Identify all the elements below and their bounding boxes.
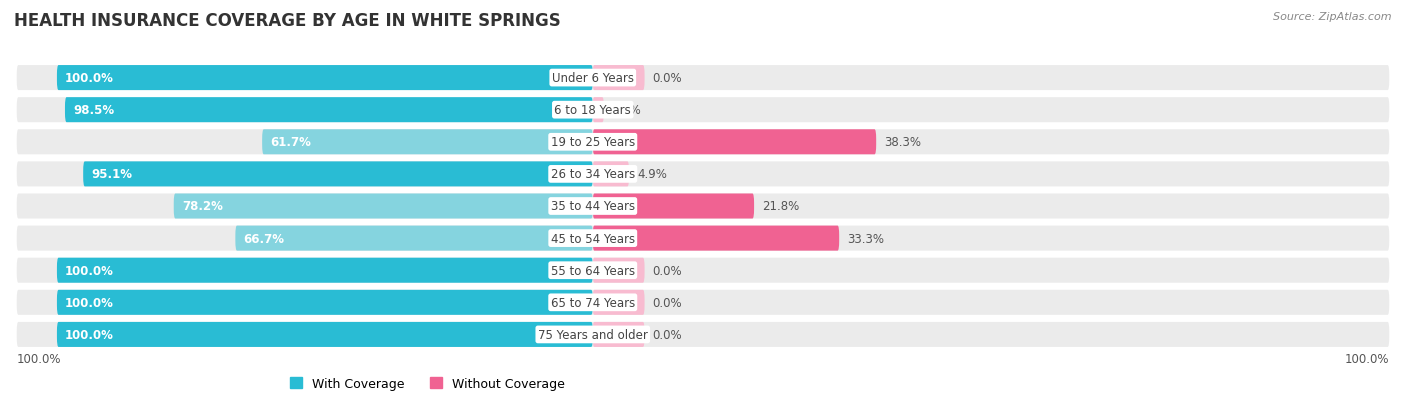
Text: 33.3%: 33.3%: [848, 232, 884, 245]
FancyBboxPatch shape: [17, 130, 1389, 155]
Text: 95.1%: 95.1%: [91, 168, 132, 181]
FancyBboxPatch shape: [593, 194, 754, 219]
FancyBboxPatch shape: [593, 258, 644, 283]
FancyBboxPatch shape: [83, 162, 593, 187]
Text: 61.7%: 61.7%: [270, 136, 311, 149]
FancyBboxPatch shape: [17, 290, 1389, 315]
FancyBboxPatch shape: [56, 258, 593, 283]
Text: 55 to 64 Years: 55 to 64 Years: [551, 264, 636, 277]
FancyBboxPatch shape: [235, 226, 593, 251]
Text: 65 to 74 Years: 65 to 74 Years: [551, 296, 636, 309]
FancyBboxPatch shape: [593, 162, 628, 187]
FancyBboxPatch shape: [17, 194, 1389, 219]
Text: 100.0%: 100.0%: [65, 296, 114, 309]
Text: 26 to 34 Years: 26 to 34 Years: [551, 168, 636, 181]
Text: 0.0%: 0.0%: [652, 328, 682, 341]
Text: 100.0%: 100.0%: [65, 72, 114, 85]
Text: 45 to 54 Years: 45 to 54 Years: [551, 232, 636, 245]
FancyBboxPatch shape: [593, 66, 644, 91]
FancyBboxPatch shape: [56, 290, 593, 315]
Text: 6 to 18 Years: 6 to 18 Years: [554, 104, 631, 117]
Legend: With Coverage, Without Coverage: With Coverage, Without Coverage: [285, 372, 569, 395]
FancyBboxPatch shape: [174, 194, 593, 219]
Text: 78.2%: 78.2%: [181, 200, 222, 213]
FancyBboxPatch shape: [65, 98, 593, 123]
FancyBboxPatch shape: [17, 98, 1389, 123]
FancyBboxPatch shape: [17, 66, 1389, 91]
Text: HEALTH INSURANCE COVERAGE BY AGE IN WHITE SPRINGS: HEALTH INSURANCE COVERAGE BY AGE IN WHIT…: [14, 12, 561, 30]
Text: 66.7%: 66.7%: [243, 232, 284, 245]
Text: 35 to 44 Years: 35 to 44 Years: [551, 200, 636, 213]
FancyBboxPatch shape: [17, 258, 1389, 283]
Text: 100.0%: 100.0%: [1344, 352, 1389, 365]
Text: 100.0%: 100.0%: [17, 352, 62, 365]
Text: 38.3%: 38.3%: [884, 136, 921, 149]
Text: 0.0%: 0.0%: [652, 264, 682, 277]
Text: 0.0%: 0.0%: [652, 296, 682, 309]
FancyBboxPatch shape: [56, 322, 593, 347]
FancyBboxPatch shape: [56, 66, 593, 91]
Text: 0.0%: 0.0%: [652, 72, 682, 85]
Text: 75 Years and older: 75 Years and older: [538, 328, 648, 341]
Text: Source: ZipAtlas.com: Source: ZipAtlas.com: [1274, 12, 1392, 22]
FancyBboxPatch shape: [593, 130, 876, 155]
FancyBboxPatch shape: [17, 162, 1389, 187]
FancyBboxPatch shape: [17, 322, 1389, 347]
FancyBboxPatch shape: [17, 226, 1389, 251]
Text: 100.0%: 100.0%: [65, 264, 114, 277]
FancyBboxPatch shape: [593, 98, 603, 123]
FancyBboxPatch shape: [262, 130, 593, 155]
FancyBboxPatch shape: [593, 290, 644, 315]
Text: 98.5%: 98.5%: [73, 104, 114, 117]
Text: 19 to 25 Years: 19 to 25 Years: [551, 136, 636, 149]
Text: 4.9%: 4.9%: [637, 168, 666, 181]
Text: 100.0%: 100.0%: [65, 328, 114, 341]
Text: Under 6 Years: Under 6 Years: [551, 72, 634, 85]
FancyBboxPatch shape: [593, 226, 839, 251]
Text: 1.5%: 1.5%: [612, 104, 641, 117]
Text: 21.8%: 21.8%: [762, 200, 800, 213]
FancyBboxPatch shape: [593, 322, 644, 347]
